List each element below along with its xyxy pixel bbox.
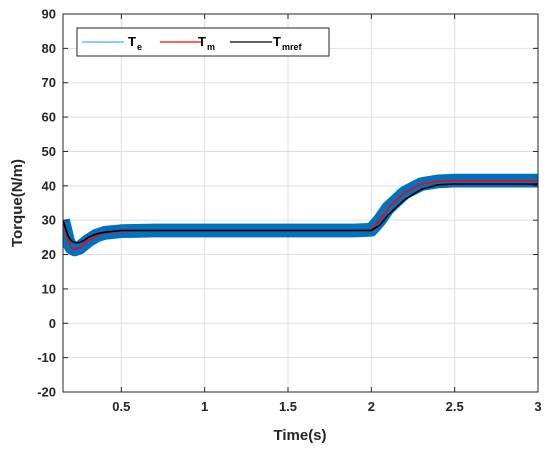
x-tick-label: 1.5 — [279, 399, 297, 414]
legend-label-e: Te — [128, 34, 142, 52]
series-layer — [63, 173, 538, 257]
x-tick-label: 2 — [368, 399, 375, 414]
y-axis-label: Torque(N/m) — [9, 159, 26, 247]
legend-label-mref: Tmref — [273, 34, 302, 52]
y-tick-label: 90 — [42, 7, 56, 22]
y-tick-label: 50 — [42, 144, 56, 159]
y-tick-label: -10 — [37, 350, 56, 365]
y-tick-label: 60 — [42, 110, 56, 125]
y-tick-label: 20 — [42, 247, 56, 262]
y-tick-label: 70 — [42, 75, 56, 90]
y-tick-label: -20 — [37, 385, 56, 400]
legend: Te Tm Tmref — [76, 27, 330, 57]
x-tick-label: 2.5 — [446, 399, 464, 414]
x-axis-label: Time(s) — [273, 427, 326, 444]
x-tick-label: 0.5 — [112, 399, 130, 414]
x-tick-label: 1 — [201, 399, 208, 414]
y-tick-label: 0 — [49, 316, 56, 331]
plot-frame — [62, 13, 539, 393]
y-ticks: -20 -10 0 10 20 30 40 50 60 70 80 90 — [37, 7, 538, 400]
y-tick-label: 30 — [42, 213, 56, 228]
y-tick-label: 40 — [42, 178, 56, 193]
plot-background — [63, 14, 538, 392]
x-tick-label: 3 — [534, 399, 541, 414]
x-ticks: 0.5 1 1.5 2 2.5 3 — [112, 14, 542, 414]
legend-label-m: Tm — [198, 34, 215, 52]
series-line-mref — [63, 183, 538, 244]
y-tick-label: 10 — [42, 281, 56, 296]
y-tick-label: 80 — [42, 41, 56, 56]
